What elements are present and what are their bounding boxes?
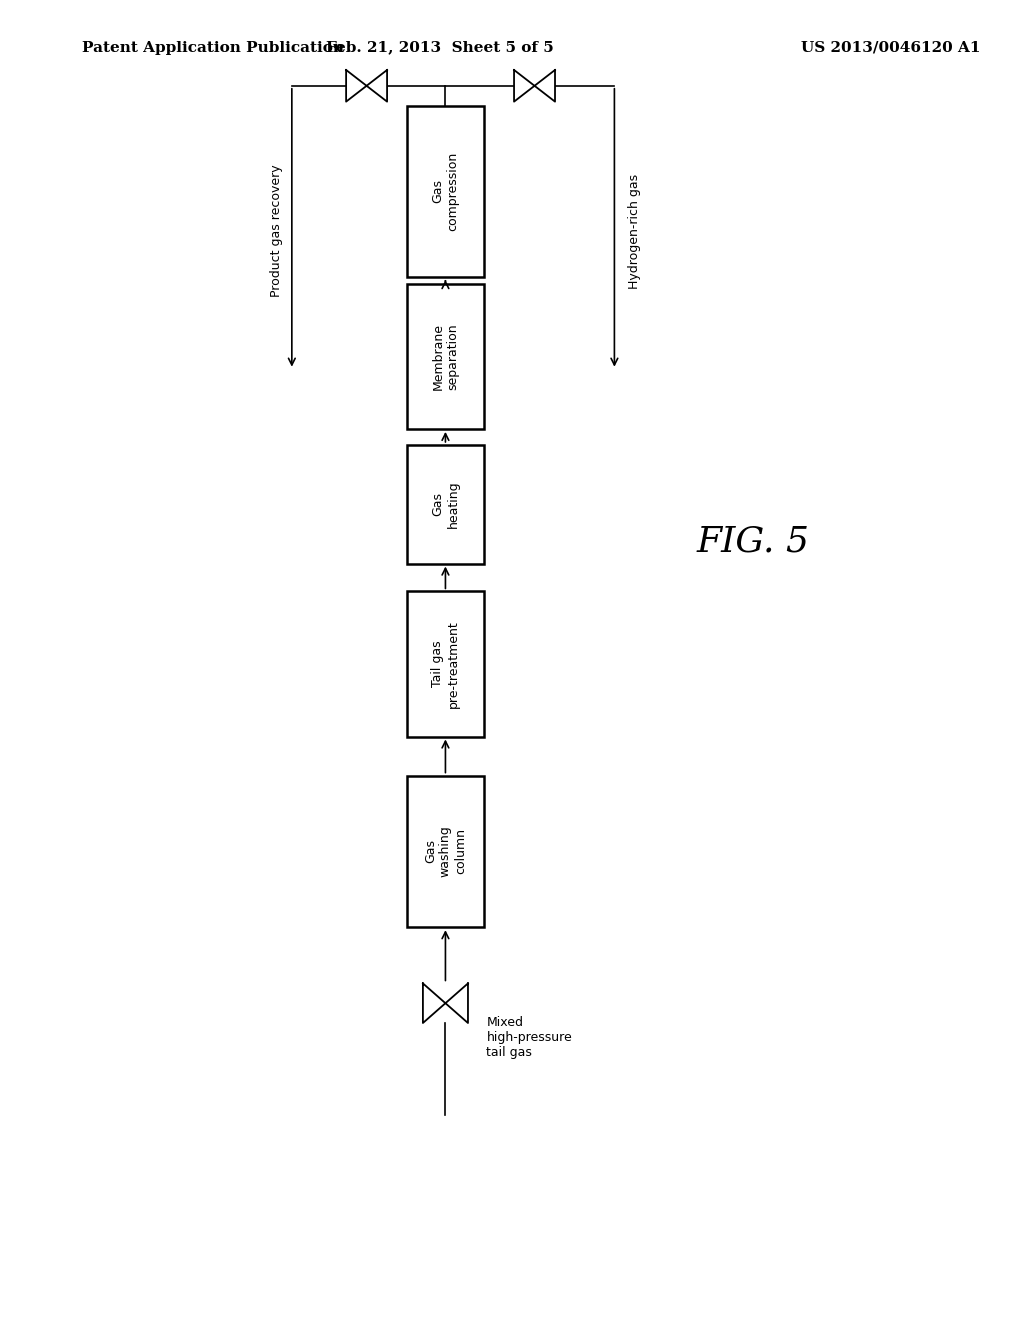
- Polygon shape: [445, 983, 468, 1023]
- Polygon shape: [346, 70, 367, 102]
- Text: US 2013/0046120 A1: US 2013/0046120 A1: [801, 41, 981, 54]
- Polygon shape: [423, 983, 445, 1023]
- Text: Hydrogen-rich gas: Hydrogen-rich gas: [629, 173, 641, 289]
- Text: Tail gas
pre-treatment: Tail gas pre-treatment: [431, 620, 460, 708]
- Text: Feb. 21, 2013  Sheet 5 of 5: Feb. 21, 2013 Sheet 5 of 5: [327, 41, 554, 54]
- Text: FIG. 5: FIG. 5: [696, 524, 809, 558]
- FancyBboxPatch shape: [408, 591, 484, 737]
- Text: Patent Application Publication: Patent Application Publication: [82, 41, 344, 54]
- FancyBboxPatch shape: [408, 445, 484, 564]
- Text: Mixed
high-pressure
tail gas: Mixed high-pressure tail gas: [486, 1016, 572, 1060]
- FancyBboxPatch shape: [408, 284, 484, 429]
- Text: Gas
washing
column: Gas washing column: [424, 825, 467, 878]
- Text: Gas
compression: Gas compression: [431, 152, 460, 231]
- Text: Product gas recovery: Product gas recovery: [270, 165, 283, 297]
- Polygon shape: [535, 70, 555, 102]
- FancyBboxPatch shape: [408, 106, 484, 277]
- FancyBboxPatch shape: [408, 776, 484, 927]
- Text: Gas
heating: Gas heating: [431, 480, 460, 528]
- Text: Membrane
separation: Membrane separation: [431, 323, 460, 389]
- Polygon shape: [514, 70, 535, 102]
- Polygon shape: [367, 70, 387, 102]
